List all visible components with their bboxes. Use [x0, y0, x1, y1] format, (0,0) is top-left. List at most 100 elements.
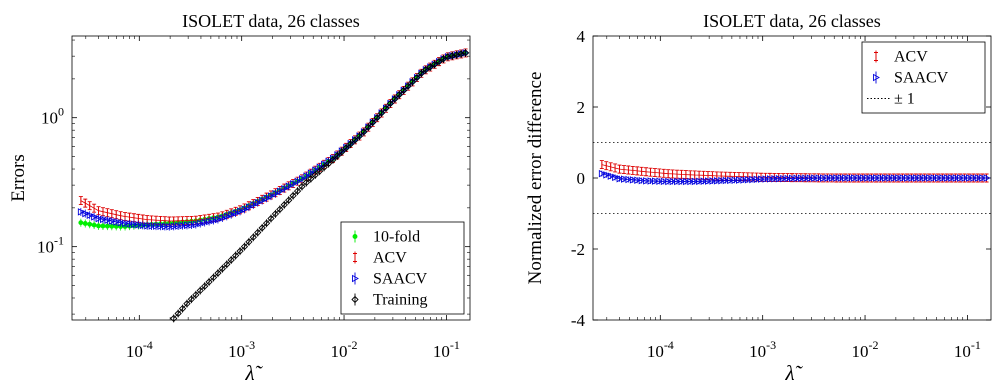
data-point: [679, 169, 684, 179]
data-point: [355, 132, 364, 140]
data-point: [744, 176, 752, 184]
data-point: [974, 174, 982, 182]
data-point: [979, 174, 987, 182]
data-point: [83, 198, 88, 208]
data-point: [626, 165, 631, 175]
data-point: [696, 177, 704, 186]
difference-chart: ISOLET data, 26 classes Normalized error…: [525, 11, 992, 383]
data-point: [258, 224, 266, 232]
data-point: [722, 176, 730, 185]
data-point: [629, 176, 637, 184]
data-point: [338, 148, 346, 156]
data-point: [218, 265, 226, 273]
data-point: [666, 169, 671, 179]
data-point: [78, 220, 84, 226]
data-point: [718, 176, 726, 185]
data-point: [868, 174, 876, 182]
data-point: [289, 192, 297, 200]
data-point: [280, 201, 288, 209]
data-point: [855, 174, 863, 182]
data-point: [364, 123, 372, 131]
data-point: [638, 176, 646, 185]
data-point: [307, 169, 315, 177]
data-point: [205, 278, 213, 286]
data-point: [100, 223, 106, 229]
data-point: [607, 172, 615, 180]
data-point: [281, 185, 289, 193]
data-point: [197, 219, 205, 228]
data-point: [78, 196, 83, 206]
data-point: [302, 178, 311, 187]
data-point: [272, 189, 280, 198]
data-point: [316, 167, 324, 175]
data-point: [939, 174, 947, 182]
legend-box: [340, 221, 465, 315]
x-tick-label: 10-2: [852, 338, 879, 361]
y-tick-label: -2: [571, 240, 585, 259]
data-point: [91, 222, 97, 228]
data-point: [259, 196, 267, 205]
data-point: [192, 220, 200, 229]
data-point: [873, 174, 880, 182]
data-point: [82, 209, 90, 218]
x-tick-label: 10-1: [954, 338, 981, 361]
chart-title-right: ISOLET data, 26 classes: [703, 11, 881, 31]
data-point: [170, 314, 178, 323]
data-point: [735, 176, 743, 184]
data-point: [948, 174, 956, 182]
legend-marker: [353, 253, 357, 262]
data-point: [961, 174, 969, 182]
data-point: [311, 171, 319, 179]
data-point: [223, 260, 231, 268]
data-point: [333, 152, 341, 160]
y-axis-label-left: Errors: [8, 154, 29, 201]
data-point: [400, 86, 408, 95]
data-point: [206, 217, 214, 226]
legend-label: ± 1: [894, 91, 915, 108]
legend-marker: [874, 52, 878, 61]
data-point: [303, 172, 311, 180]
data-point: [612, 173, 620, 182]
data-point: [395, 91, 403, 99]
data-point: [647, 177, 655, 185]
data-point: [824, 174, 832, 182]
data-point: [687, 177, 695, 186]
data-point: [188, 221, 196, 229]
data-point: [617, 164, 622, 174]
data-point: [231, 251, 240, 260]
data-point: [643, 177, 651, 185]
legend-label: 10-fold: [373, 229, 420, 246]
data-point: [691, 177, 699, 186]
data-point: [91, 213, 99, 221]
data-point: [209, 273, 218, 282]
data-point: [639, 166, 644, 176]
data-point: [237, 207, 244, 216]
data-point: [413, 73, 421, 82]
data-point: [184, 221, 191, 230]
y-axis-label-right: Normalized error difference: [525, 72, 546, 285]
legend-right: ACV SAACV ± 1: [861, 41, 986, 114]
data-point: [104, 223, 110, 229]
data-point: [908, 174, 916, 182]
data-point: [178, 304, 187, 313]
data-point: [87, 201, 92, 211]
data-point: [245, 238, 253, 246]
data-point: [426, 63, 434, 71]
data-point: [417, 69, 425, 77]
data-point: [263, 194, 271, 203]
data-point: [660, 177, 668, 186]
data-point: [625, 175, 633, 184]
data-point: [104, 216, 112, 225]
data-point: [139, 221, 147, 230]
data-point: [430, 60, 439, 68]
data-point: [351, 136, 359, 144]
data-point: [895, 174, 903, 182]
data-point: [435, 57, 443, 66]
data-point: [802, 174, 810, 183]
data-point: [223, 212, 231, 221]
data-point: [886, 174, 894, 182]
data-point: [461, 49, 470, 57]
data-point: [369, 118, 377, 127]
data-point: [727, 176, 735, 185]
data-point: [789, 174, 796, 183]
